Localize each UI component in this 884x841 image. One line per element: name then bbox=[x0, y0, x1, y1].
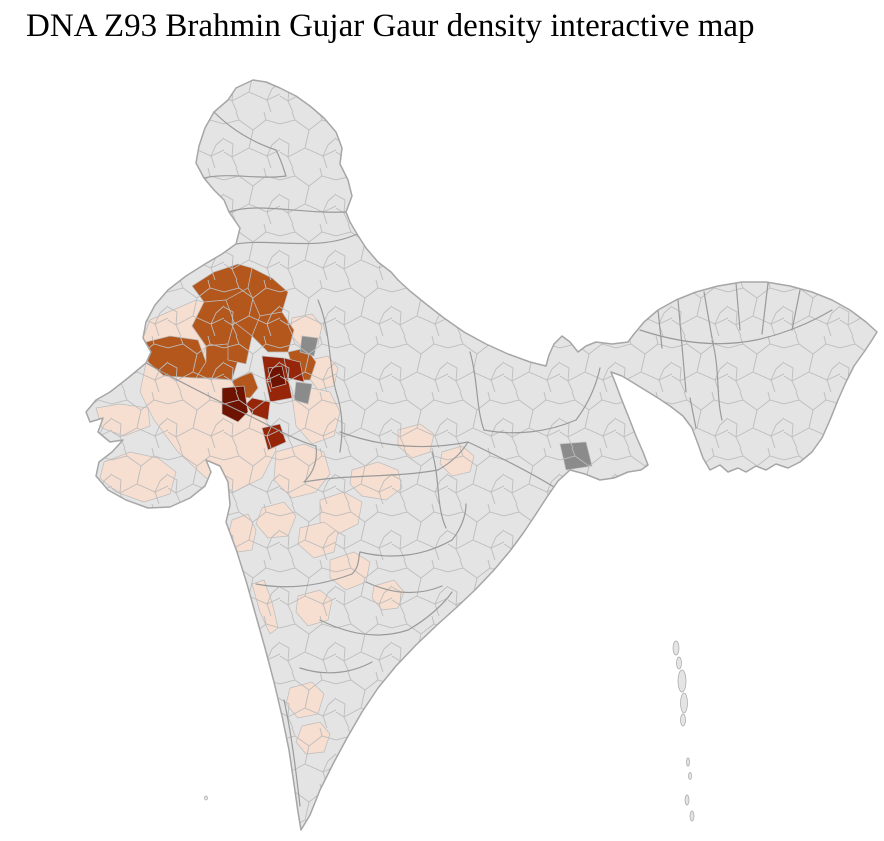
district-boundaries-mesh bbox=[86, 80, 877, 830]
island-region[interactable] bbox=[672, 640, 680, 656]
island-region[interactable] bbox=[680, 692, 688, 714]
island-region[interactable] bbox=[688, 772, 692, 780]
island-region[interactable] bbox=[689, 810, 695, 822]
island-region[interactable] bbox=[680, 713, 686, 727]
island-region[interactable] bbox=[677, 669, 687, 693]
andaman-nicobar-islands bbox=[204, 640, 695, 822]
island-region[interactable] bbox=[684, 794, 690, 806]
island-region[interactable] bbox=[686, 757, 690, 767]
page-title: DNA Z93 Brahmin Gujar Gaur density inter… bbox=[26, 8, 755, 44]
island-region[interactable] bbox=[676, 656, 682, 670]
state-boundaries bbox=[145, 111, 833, 807]
island-region[interactable] bbox=[204, 795, 208, 801]
